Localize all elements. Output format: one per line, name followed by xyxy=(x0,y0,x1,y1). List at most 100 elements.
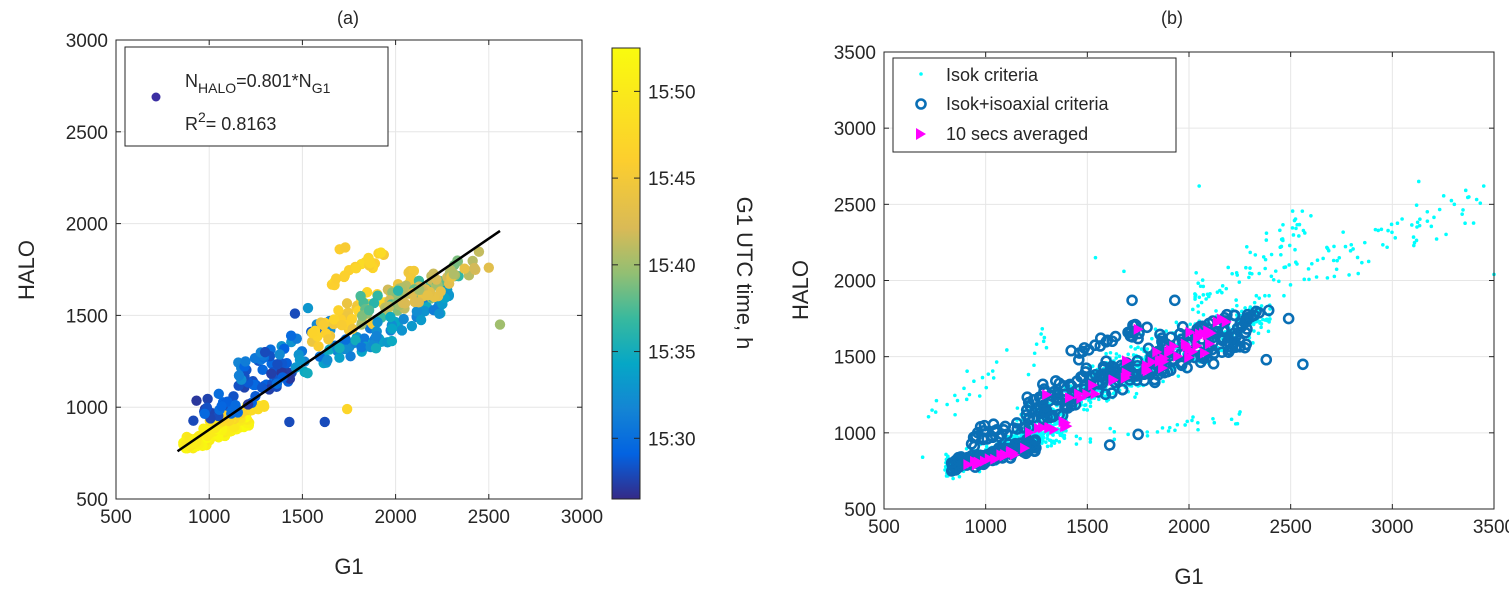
series-isok-point xyxy=(1463,188,1468,193)
series-isok-point xyxy=(1206,294,1211,299)
series-isoaxial-point xyxy=(1239,341,1251,354)
series-isok-point xyxy=(1356,271,1361,276)
series-averaged-point xyxy=(1088,379,1099,391)
series-isok-point xyxy=(1267,293,1271,298)
colorbar-tick-label: 15:45 xyxy=(648,169,696,190)
legend-label-isok: Isok criteria xyxy=(946,65,1039,85)
series-isok-point xyxy=(1212,420,1217,425)
series-isok-point xyxy=(1015,406,1020,410)
data-point xyxy=(340,242,351,253)
series-isok-point xyxy=(943,468,947,472)
panel-a-xtick-label: 1500 xyxy=(281,507,323,528)
series-isok-point xyxy=(1045,433,1050,438)
series-isoaxial-point xyxy=(1075,371,1087,383)
series-isok-point xyxy=(951,476,955,481)
series-isok-point xyxy=(1315,258,1320,263)
series-isok-point xyxy=(1273,269,1278,273)
panel-b-legend: Isok criteria Isok+isoaxial criteria 10 … xyxy=(892,57,1177,153)
series-isok-point xyxy=(1349,242,1354,247)
series-isok-point xyxy=(1290,209,1295,213)
series-averaged-point xyxy=(1020,442,1031,454)
series-isok-point xyxy=(1054,438,1059,443)
series-isok-point xyxy=(1188,322,1193,327)
series-isok-point xyxy=(1150,336,1154,341)
series-isok-point xyxy=(1425,219,1430,223)
data-point xyxy=(257,364,268,376)
series-isok-point xyxy=(1263,293,1267,298)
data-point xyxy=(188,415,199,426)
series-isok-point xyxy=(1085,408,1090,412)
series-isok-point xyxy=(1280,237,1285,241)
panel-b-xtick-label: 1000 xyxy=(965,517,1007,538)
series-isoaxial-point xyxy=(999,420,1012,433)
series-isok-point xyxy=(964,397,969,402)
series-averaged-point xyxy=(1193,332,1204,344)
series-isok-point xyxy=(1360,260,1364,265)
data-point xyxy=(406,320,418,332)
series-isoaxial-point xyxy=(978,419,991,432)
series-isok-point xyxy=(1176,374,1181,378)
panel-b-xtick-label: 2000 xyxy=(1168,517,1210,538)
series-isok-point xyxy=(1074,442,1079,446)
series-isok-point xyxy=(1351,247,1355,251)
series-isok-point xyxy=(1191,415,1195,419)
series-isok-point xyxy=(1437,207,1442,212)
series-isok-point xyxy=(1414,238,1419,243)
series-averaged-point xyxy=(1025,427,1036,439)
series-isok-point xyxy=(1395,221,1400,226)
panel-b-ytick-label: 3000 xyxy=(834,119,876,140)
series-isok-point xyxy=(1053,422,1057,426)
series-isok-point xyxy=(1145,430,1150,434)
panel-a-xtick-label: 500 xyxy=(100,507,132,528)
data-point xyxy=(345,351,356,362)
series-isok-point xyxy=(1266,329,1271,334)
data-point xyxy=(435,286,446,297)
data-point xyxy=(336,319,347,331)
data-point xyxy=(319,416,330,428)
series-isok-point xyxy=(1252,329,1256,333)
data-point xyxy=(419,306,431,317)
series-isok-point xyxy=(1263,266,1267,271)
series-isok-point xyxy=(1220,290,1224,295)
series-isok-point xyxy=(962,386,966,391)
series-isok-point xyxy=(1133,347,1138,351)
series-isok-point xyxy=(1136,345,1140,350)
series-isok-point xyxy=(1248,271,1252,276)
series-isok-point xyxy=(1134,391,1139,396)
colorbar-tick-label: 15:30 xyxy=(648,429,696,450)
series-isok-point xyxy=(1197,295,1202,300)
series-isok-point xyxy=(1297,222,1302,227)
series-isoaxial-point xyxy=(1082,344,1095,356)
panel-a-ytick-label: 2000 xyxy=(66,215,108,236)
series-averaged-point xyxy=(1173,350,1184,362)
series-isok-point xyxy=(1042,335,1047,340)
series-isok-point xyxy=(1244,265,1248,270)
series-isok-point xyxy=(1196,420,1200,425)
series-isoaxial-point xyxy=(1141,321,1153,334)
series-isok-point xyxy=(977,394,982,398)
data-point xyxy=(259,346,271,358)
series-isok-point xyxy=(1287,263,1291,267)
panel-b-points xyxy=(920,179,1496,481)
series-isok-point xyxy=(965,369,969,373)
series-isok-point xyxy=(1309,213,1313,218)
panel-a-legend-marker xyxy=(151,92,161,102)
series-isok-point xyxy=(1034,342,1039,346)
series-isok-point xyxy=(1145,433,1150,438)
series-isoaxial-point xyxy=(1131,355,1144,367)
series-isok-point xyxy=(1201,284,1206,289)
panel-b-ytick-label: 2500 xyxy=(834,195,876,216)
series-isok-point xyxy=(1005,348,1009,352)
series-isok-point xyxy=(1385,245,1389,250)
panel-b-xtick-label: 1500 xyxy=(1066,517,1108,538)
series-isok-point xyxy=(991,376,996,380)
series-isok-point xyxy=(1199,300,1204,305)
series-isok-point xyxy=(1259,304,1264,308)
series-isok-point xyxy=(1282,293,1286,298)
colorbar-tick-label: 15:35 xyxy=(648,343,696,364)
series-isok-point xyxy=(1139,347,1144,351)
series-isok-point xyxy=(1253,253,1258,257)
colorbar-tick-label: 15:40 xyxy=(648,256,696,277)
series-isoaxial-point xyxy=(1116,383,1129,396)
